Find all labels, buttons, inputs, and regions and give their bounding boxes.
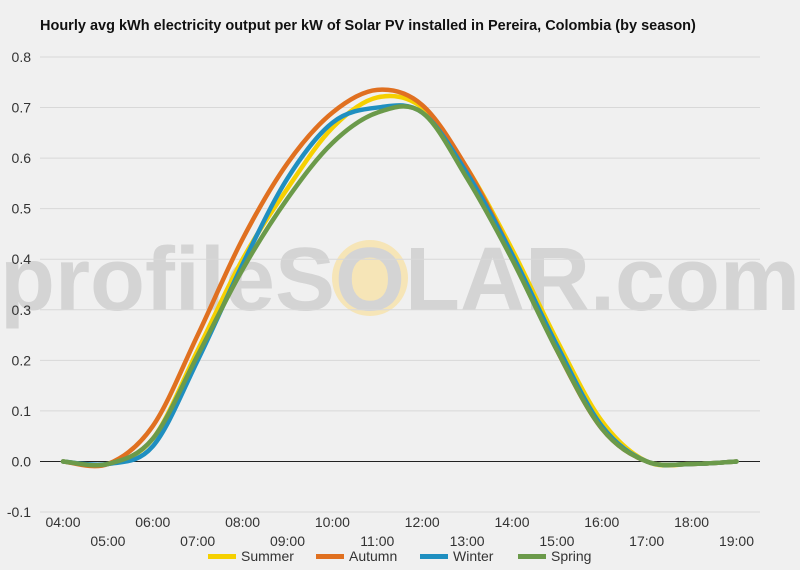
y-tick-label: -0.1 [7,504,31,520]
y-tick-label: 0.8 [12,49,32,65]
legend-swatch [420,553,448,559]
x-tick-label: 17:00 [629,533,664,549]
y-tick-label: 0.2 [12,352,32,368]
legend-item-spring: Spring [518,548,591,564]
chart-title: Hourly avg kWh electricity output per kW… [40,18,696,34]
y-tick-label: 0.3 [12,302,32,318]
series-lines [60,87,739,469]
legend-swatch [518,553,546,559]
y-tick-label: 0.0 [12,453,32,469]
watermark: profileSOLAR.com [0,230,800,330]
legend: Summer Autumn Winter Spring [0,548,800,568]
legend-swatch [208,553,236,559]
x-tick-label: 06:00 [135,514,170,530]
y-tick-label: 0.1 [12,403,32,419]
x-tick-label: 19:00 [719,533,754,549]
x-tick-label: 13:00 [450,533,485,549]
x-tick-label: 12:00 [405,514,440,530]
x-tick-label: 04:00 [45,514,80,530]
y-tick-label: 0.5 [12,201,32,217]
y-tick-label: 0.6 [12,150,32,166]
legend-item-autumn: Autumn [316,548,397,564]
legend-label: Winter [453,548,494,564]
series-line-spring [60,104,739,468]
x-tick-label: 08:00 [225,514,260,530]
x-tick-label: 11:00 [360,533,394,549]
y-axis: -0.1 0.0 0.1 0.2 0.3 0.4 0.5 0.6 0.7 0.8 [7,49,31,520]
x-tick-label: 10:00 [315,514,350,530]
x-tick-label: 18:00 [674,514,709,530]
legend-label: Summer [241,548,294,564]
x-tick-label: 15:00 [539,533,574,549]
y-tick-label: 0.7 [12,100,32,116]
legend-item-summer: Summer [208,548,294,564]
x-axis: 04:00 05:00 06:00 07:00 08:00 09:00 10:00 11:00… [45,514,754,549]
legend-item-winter: Winter [420,548,493,564]
y-tick-label: 0.4 [12,251,32,267]
legend-label: Autumn [349,548,398,564]
watermark-text: profileSOLAR.com [0,230,800,330]
x-tick-label: 14:00 [494,514,529,530]
legend-label: Spring [551,548,592,564]
x-tick-label: 16:00 [584,514,619,530]
x-tick-label: 07:00 [180,533,215,549]
x-tick-label: 05:00 [90,533,125,549]
x-tick-label: 09:00 [270,533,305,549]
legend-swatch [316,553,344,559]
